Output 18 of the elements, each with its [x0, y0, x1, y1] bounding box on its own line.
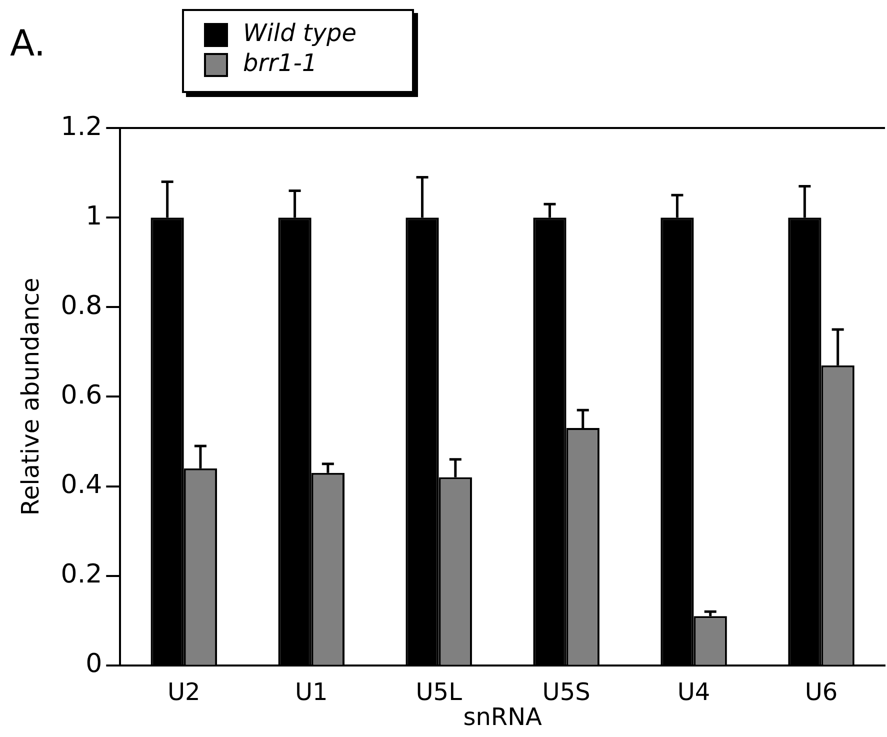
x-tick-label: U2: [167, 678, 200, 706]
y-axis-title: Relative abundance: [16, 278, 45, 516]
x-axis-title: snRNA: [463, 702, 543, 731]
y-tick-label: 0.4: [60, 470, 102, 500]
y-tick-label: 0.8: [60, 290, 102, 321]
y-tick-label: 0.6: [60, 380, 102, 410]
x-tick-label: U5S: [542, 678, 590, 706]
x-tick-label: U6: [804, 678, 838, 706]
legend-label: brr1-1: [243, 49, 318, 78]
y-tick-label: 1: [86, 201, 102, 232]
text: A.: [10, 23, 46, 64]
legend-label: Wild type: [243, 19, 357, 48]
x-tick-label: U5L: [416, 678, 463, 706]
x-tick-label: U1: [294, 678, 328, 706]
y-tick-label: 1.2: [60, 112, 102, 142]
x-tick-label: U4: [677, 678, 710, 706]
y-tick-label: 0.2: [60, 560, 102, 590]
y-tick-label: 0: [86, 649, 102, 680]
